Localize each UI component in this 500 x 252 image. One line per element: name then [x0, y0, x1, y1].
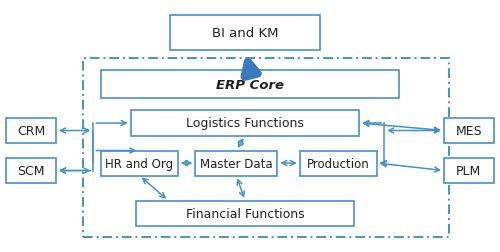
- FancyBboxPatch shape: [300, 151, 377, 176]
- FancyBboxPatch shape: [444, 159, 494, 183]
- Text: PLM: PLM: [456, 164, 481, 177]
- Text: SCM: SCM: [18, 164, 45, 177]
- Text: ERP Core: ERP Core: [216, 78, 284, 91]
- FancyBboxPatch shape: [444, 118, 494, 143]
- FancyBboxPatch shape: [6, 118, 56, 143]
- Text: Master Data: Master Data: [200, 157, 272, 170]
- Text: HR and Org: HR and Org: [106, 157, 174, 170]
- FancyBboxPatch shape: [170, 16, 320, 51]
- Text: Production: Production: [307, 157, 370, 170]
- FancyBboxPatch shape: [136, 201, 354, 226]
- FancyBboxPatch shape: [130, 111, 360, 136]
- FancyBboxPatch shape: [101, 151, 178, 176]
- FancyBboxPatch shape: [101, 71, 399, 99]
- Text: Logistics Functions: Logistics Functions: [186, 117, 304, 130]
- Text: MES: MES: [456, 124, 482, 137]
- Text: Financial Functions: Financial Functions: [186, 207, 304, 220]
- Text: BI and KM: BI and KM: [212, 27, 278, 40]
- Text: CRM: CRM: [17, 124, 46, 137]
- FancyBboxPatch shape: [6, 159, 56, 183]
- FancyBboxPatch shape: [196, 151, 278, 176]
